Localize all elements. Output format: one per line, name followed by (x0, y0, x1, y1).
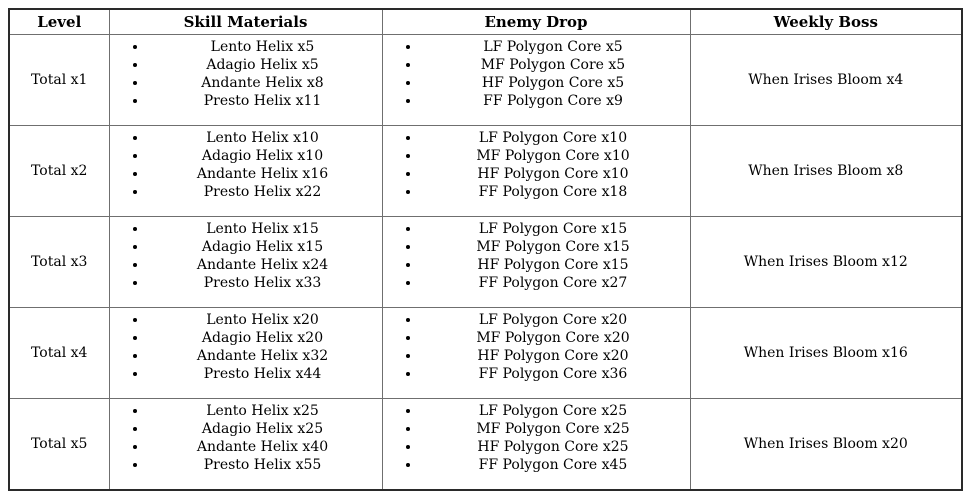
enemy-drop-list: LF Polygon Core x15 MF Polygon Core x15 … (387, 220, 686, 292)
skill-materials-list: Lento Helix x25 Adagio Helix x25 Andante… (114, 402, 378, 474)
level-cell: Total x2 (8, 124, 110, 217)
enemy-drop-cell: LF Polygon Core x5 MF Polygon Core x5 HF… (381, 33, 691, 126)
list-item: LF Polygon Core x10 (421, 129, 686, 147)
weekly-boss-cell: When Irises Bloom x12 (689, 215, 963, 308)
list-item: Andante Helix x40 (148, 438, 378, 456)
list-item: HF Polygon Core x10 (421, 165, 686, 183)
table-row: Total x2 Lento Helix x10 Adagio Helix x1… (8, 124, 963, 217)
enemy-drop-list: LF Polygon Core x5 MF Polygon Core x5 HF… (387, 38, 686, 110)
list-item: Lento Helix x15 (148, 220, 378, 238)
weekly-boss-cell: When Irises Bloom x20 (689, 397, 963, 490)
skill-materials-list: Lento Helix x10 Adagio Helix x10 Andante… (114, 129, 378, 201)
column-header-enemy-drop: Enemy Drop (381, 8, 691, 35)
skill-materials-list: Lento Helix x15 Adagio Helix x15 Andante… (114, 220, 378, 292)
list-item: FF Polygon Core x27 (421, 274, 686, 292)
level-cell: Total x3 (8, 215, 110, 308)
table-header-row: Level Skill Materials Enemy Drop Weekly … (8, 8, 963, 35)
list-item: Lento Helix x25 (148, 402, 378, 420)
skill-materials-cell: Lento Helix x15 Adagio Helix x15 Andante… (108, 215, 383, 308)
list-item: Presto Helix x55 (148, 456, 378, 474)
list-item: Andante Helix x8 (148, 74, 378, 92)
enemy-drop-list: LF Polygon Core x25 MF Polygon Core x25 … (387, 402, 686, 474)
list-item: Presto Helix x33 (148, 274, 378, 292)
list-item: HF Polygon Core x25 (421, 438, 686, 456)
list-item: Adagio Helix x5 (148, 56, 378, 74)
table-row: Total x1 Lento Helix x5 Adagio Helix x5 … (8, 33, 963, 126)
list-item: HF Polygon Core x5 (421, 74, 686, 92)
list-item: LF Polygon Core x20 (421, 311, 686, 329)
list-item: HF Polygon Core x20 (421, 347, 686, 365)
list-item: MF Polygon Core x15 (421, 238, 686, 256)
skill-materials-cell: Lento Helix x20 Adagio Helix x20 Andante… (108, 306, 383, 399)
list-item: Andante Helix x16 (148, 165, 378, 183)
column-header-skill-materials: Skill Materials (108, 8, 383, 35)
skill-materials-cell: Lento Helix x25 Adagio Helix x25 Andante… (108, 397, 383, 490)
column-header-weekly-boss: Weekly Boss (689, 8, 963, 35)
enemy-drop-cell: LF Polygon Core x25 MF Polygon Core x25 … (381, 397, 691, 490)
weekly-boss-cell: When Irises Bloom x4 (689, 33, 963, 126)
list-item: MF Polygon Core x20 (421, 329, 686, 347)
list-item: HF Polygon Core x15 (421, 256, 686, 274)
list-item: Adagio Helix x20 (148, 329, 378, 347)
enemy-drop-list: LF Polygon Core x20 MF Polygon Core x20 … (387, 311, 686, 383)
list-item: FF Polygon Core x36 (421, 365, 686, 383)
level-cell: Total x1 (8, 33, 110, 126)
column-header-level: Level (8, 8, 110, 35)
list-item: MF Polygon Core x10 (421, 147, 686, 165)
skill-materials-cell: Lento Helix x10 Adagio Helix x10 Andante… (108, 124, 383, 217)
list-item: FF Polygon Core x45 (421, 456, 686, 474)
list-item: Andante Helix x32 (148, 347, 378, 365)
skill-materials-cell: Lento Helix x5 Adagio Helix x5 Andante H… (108, 33, 383, 126)
list-item: Adagio Helix x15 (148, 238, 378, 256)
enemy-drop-list: LF Polygon Core x10 MF Polygon Core x10 … (387, 129, 686, 201)
table-row: Total x3 Lento Helix x15 Adagio Helix x1… (8, 215, 963, 308)
list-item: Lento Helix x5 (148, 38, 378, 56)
list-item: Presto Helix x44 (148, 365, 378, 383)
list-item: FF Polygon Core x9 (421, 92, 686, 110)
list-item: FF Polygon Core x18 (421, 183, 686, 201)
table-row: Total x5 Lento Helix x25 Adagio Helix x2… (8, 397, 963, 490)
enemy-drop-cell: LF Polygon Core x15 MF Polygon Core x15 … (381, 215, 691, 308)
enemy-drop-cell: LF Polygon Core x20 MF Polygon Core x20 … (381, 306, 691, 399)
weekly-boss-cell: When Irises Bloom x8 (689, 124, 963, 217)
enemy-drop-cell: LF Polygon Core x10 MF Polygon Core x10 … (381, 124, 691, 217)
list-item: MF Polygon Core x5 (421, 56, 686, 74)
list-item: LF Polygon Core x5 (421, 38, 686, 56)
level-cell: Total x4 (8, 306, 110, 399)
weekly-boss-cell: When Irises Bloom x16 (689, 306, 963, 399)
materials-table: Level Skill Materials Enemy Drop Weekly … (8, 8, 963, 491)
list-item: MF Polygon Core x25 (421, 420, 686, 438)
list-item: LF Polygon Core x25 (421, 402, 686, 420)
level-cell: Total x5 (8, 397, 110, 490)
list-item: LF Polygon Core x15 (421, 220, 686, 238)
list-item: Presto Helix x11 (148, 92, 378, 110)
list-item: Adagio Helix x25 (148, 420, 378, 438)
list-item: Presto Helix x22 (148, 183, 378, 201)
list-item: Adagio Helix x10 (148, 147, 378, 165)
skill-materials-list: Lento Helix x20 Adagio Helix x20 Andante… (114, 311, 378, 383)
list-item: Lento Helix x20 (148, 311, 378, 329)
skill-materials-list: Lento Helix x5 Adagio Helix x5 Andante H… (114, 38, 378, 110)
list-item: Andante Helix x24 (148, 256, 378, 274)
list-item: Lento Helix x10 (148, 129, 378, 147)
table-row: Total x4 Lento Helix x20 Adagio Helix x2… (8, 306, 963, 399)
